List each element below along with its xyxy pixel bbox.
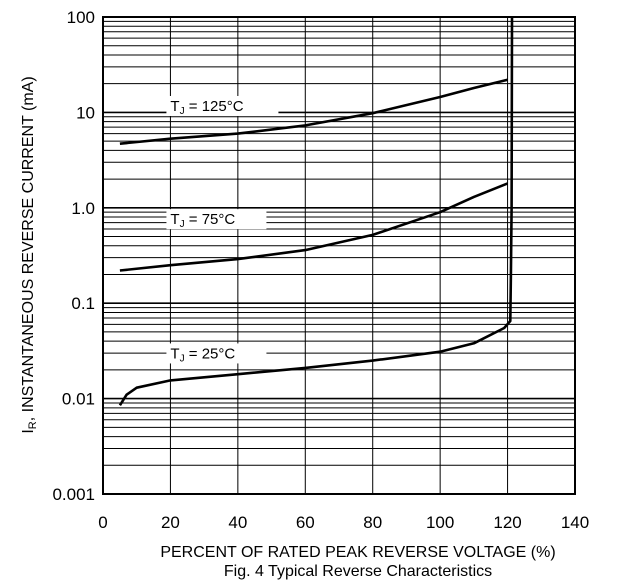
chart-gridlines <box>102 16 576 495</box>
series-label-backdrop <box>166 343 267 364</box>
x-tick-label: 120 <box>493 513 521 532</box>
chart-series: TJ = 125°CTJ = 75°CTJ = 25°C <box>118 16 514 406</box>
x-tick-label: 80 <box>363 513 382 532</box>
series-label: TJ = 25°C <box>170 345 235 364</box>
series-label-subscript: J <box>180 353 185 364</box>
series-label-backdrop <box>166 209 267 230</box>
series-line <box>119 182 509 272</box>
y-axis-title-text: , INSTANTANEOUS REVERSE CURRENT (mA) <box>20 76 37 421</box>
y-axis-title: IR, INSTANTANEOUS REVERSE CURRENT (mA) <box>20 76 39 433</box>
series-label-value: = 25°C <box>185 345 236 362</box>
y-axis-title-symbol: I <box>20 429 37 433</box>
series-label-symbol: T <box>170 211 179 228</box>
y-tick-label: 10 <box>76 103 95 122</box>
series-label: TJ = 125°C <box>170 98 243 117</box>
x-tick-label: 60 <box>296 513 315 532</box>
y-tick-label: 0.001 <box>52 485 95 504</box>
series-line <box>118 16 514 406</box>
y-tick-label: 1.0 <box>71 199 95 218</box>
x-axis-ticks: 0 20 40 60 80 100 120 140 <box>98 513 589 532</box>
x-tick-label: 140 <box>561 513 589 532</box>
x-tick-label: 40 <box>228 513 247 532</box>
y-tick-label: 100 <box>67 8 95 27</box>
series-label: TJ = 75°C <box>170 211 235 230</box>
y-tick-label: 0.01 <box>62 390 95 409</box>
y-tick-label: 0.1 <box>71 294 95 313</box>
series-label-value: = 75°C <box>185 211 236 228</box>
figure-caption: Fig. 4 Typical Reverse Characteristics <box>224 563 492 580</box>
series-label-subscript: J <box>180 106 185 117</box>
x-tick-label: 100 <box>426 513 454 532</box>
series-label-subscript: J <box>180 219 185 230</box>
series-label-symbol: T <box>170 345 179 362</box>
x-tick-label: 20 <box>161 513 180 532</box>
series-label-symbol: T <box>170 98 179 115</box>
series-label-backdrop <box>166 95 279 116</box>
y-axis-title-subscript: R <box>27 421 39 429</box>
series-label-value: = 125°C <box>185 98 244 115</box>
plot-frame <box>102 16 576 495</box>
y-axis-ticks: 0.001 0.01 0.1 1.0 10 100 <box>52 8 95 504</box>
x-tick-label: 0 <box>98 513 107 532</box>
series-line <box>119 78 508 145</box>
x-axis-title: PERCENT OF RATED PEAK REVERSE VOLTAGE (%… <box>160 544 555 561</box>
